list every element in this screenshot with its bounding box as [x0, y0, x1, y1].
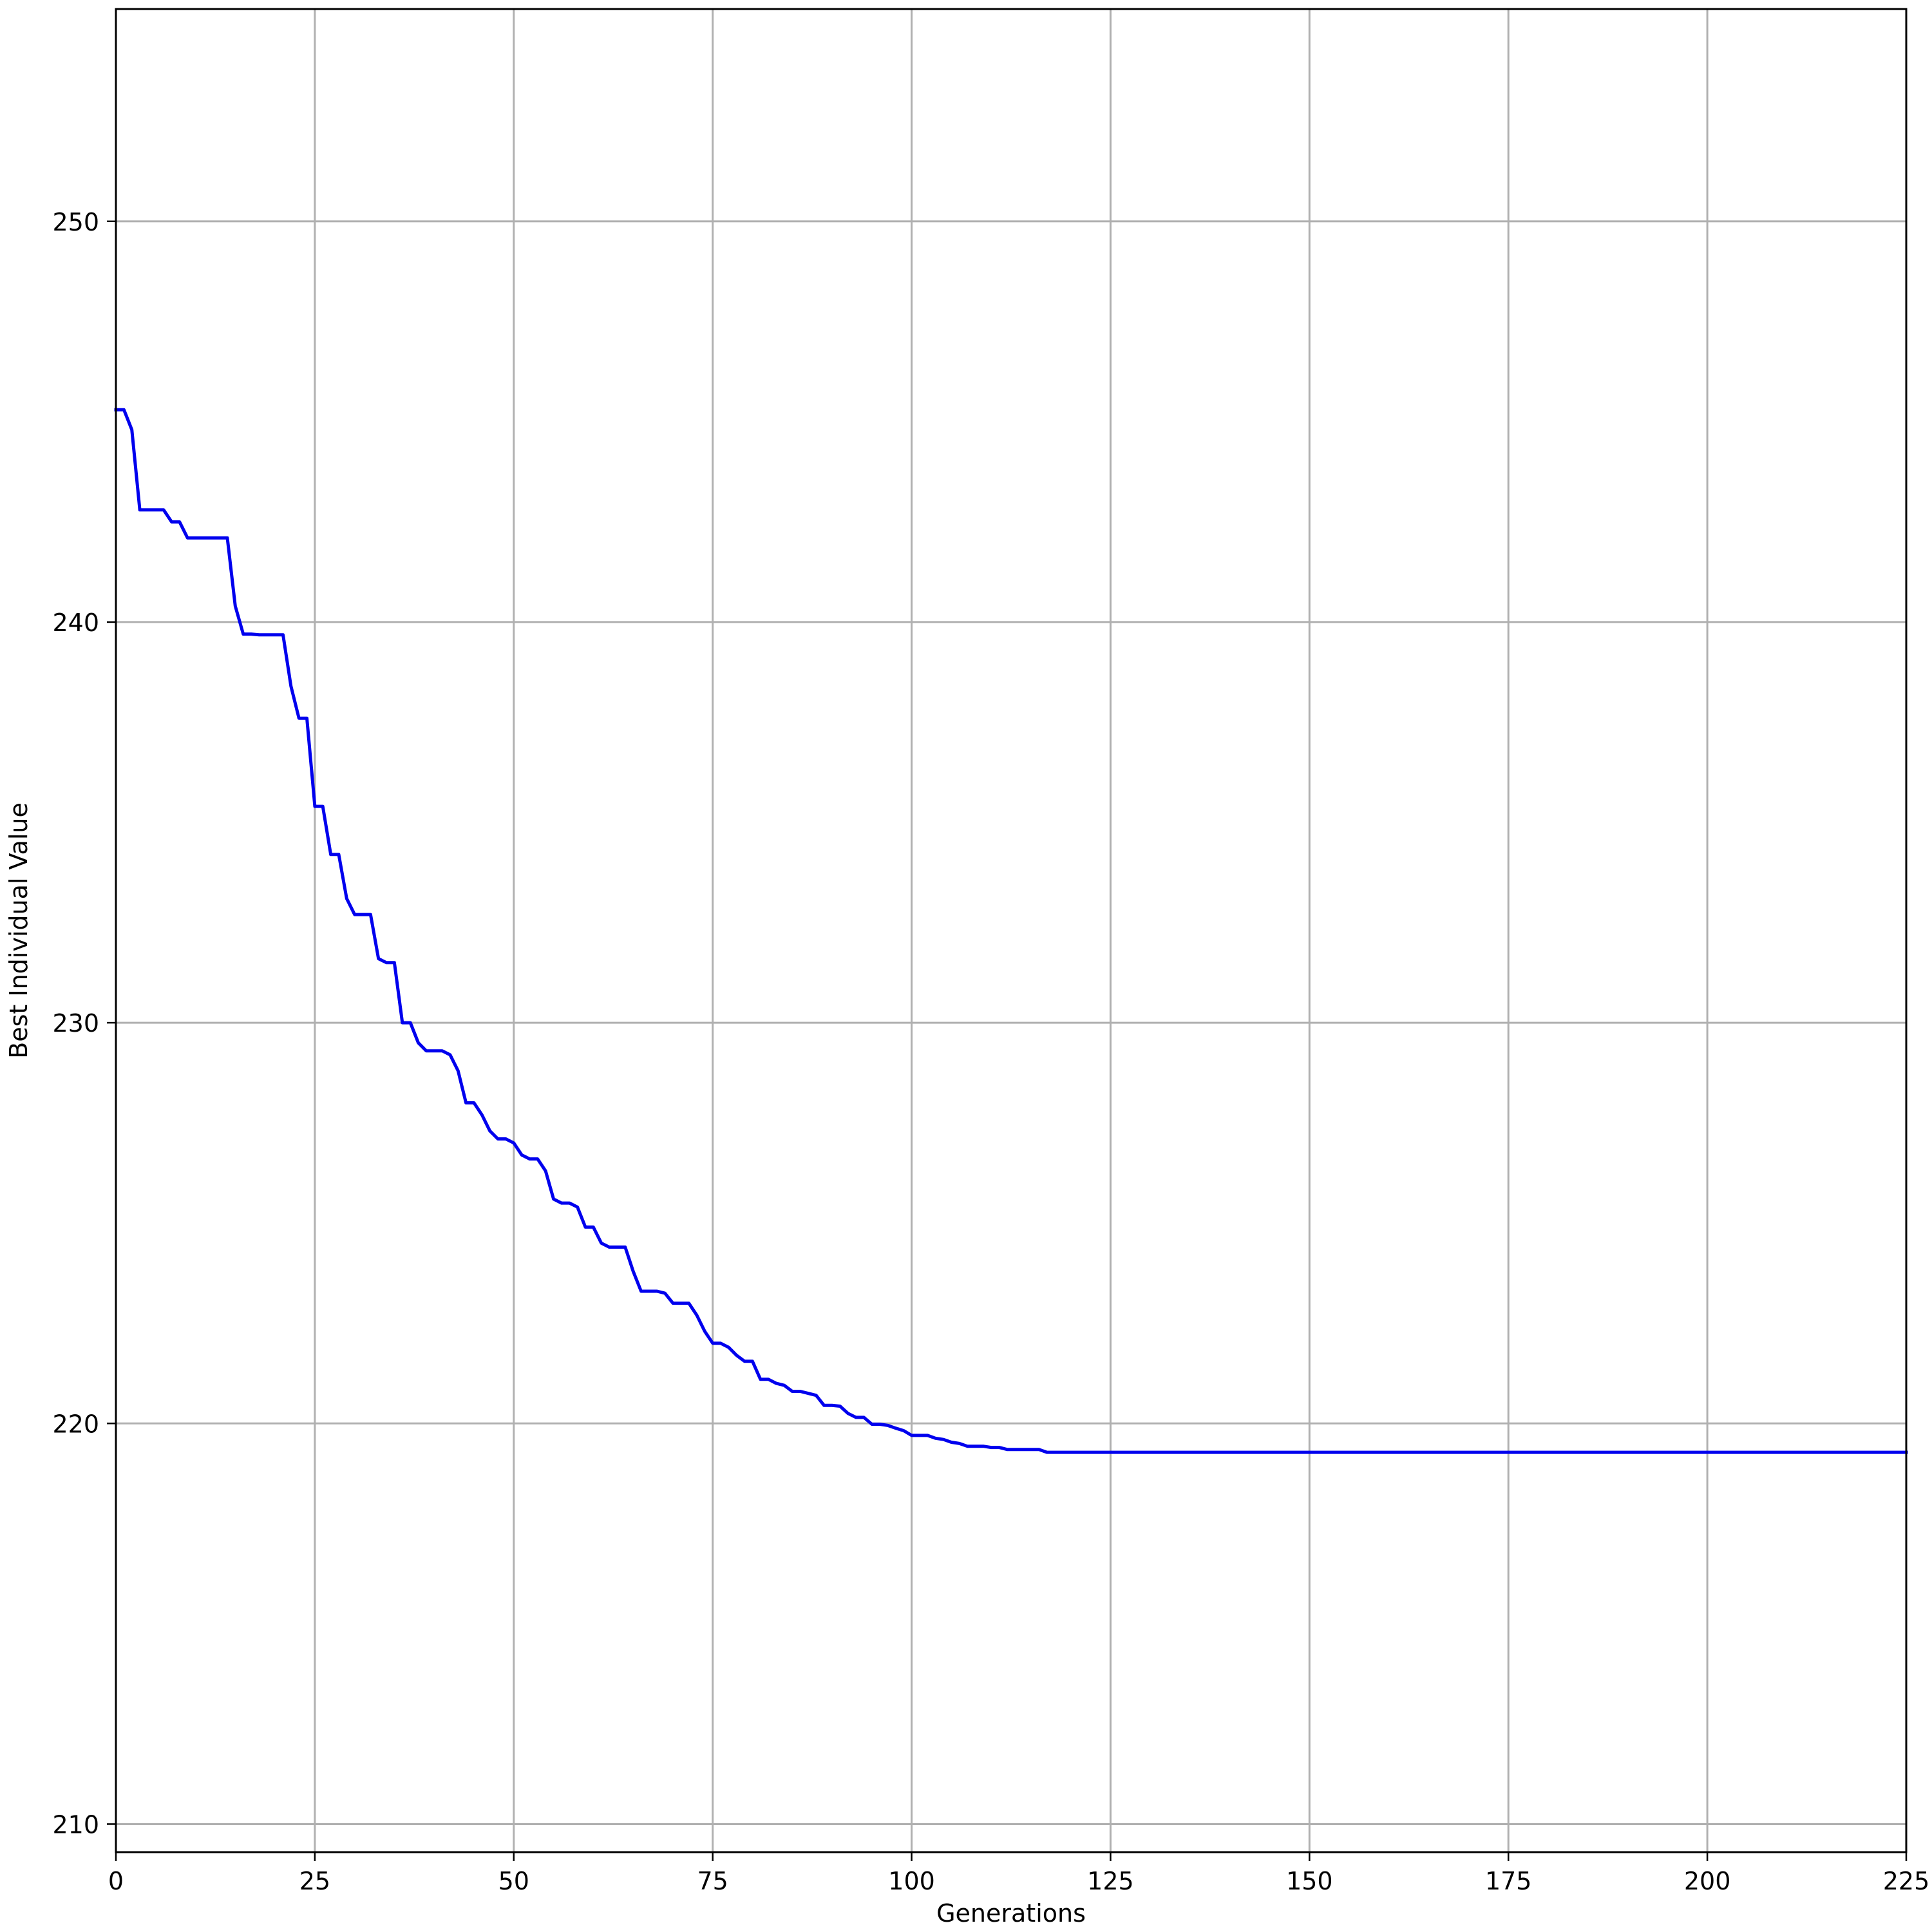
x-axis-label: Generations	[936, 1899, 1086, 1927]
x-tick-label-125: 125	[1087, 1867, 1134, 1895]
y-tick-label-220: 220	[52, 1410, 99, 1438]
y-tick-label-210: 210	[52, 1810, 99, 1839]
x-tick-label-150: 150	[1286, 1867, 1333, 1895]
y-tick-label-230: 230	[52, 1009, 99, 1037]
y-tick-label-240: 240	[52, 609, 99, 637]
x-tick-label-200: 200	[1684, 1867, 1731, 1895]
x-tick-label-50: 50	[498, 1867, 529, 1895]
y-tick-label-250: 250	[52, 208, 99, 236]
x-tick-label-25: 25	[299, 1867, 330, 1895]
plot-frame	[115, 8, 1908, 1853]
series-layer	[114, 408, 1908, 1454]
x-tick-label-0: 0	[108, 1867, 124, 1895]
x-tick-label-225: 225	[1883, 1867, 1930, 1895]
grid-lines	[115, 9, 1908, 1852]
x-tick-label-100: 100	[888, 1867, 935, 1895]
series-line-0	[114, 408, 1908, 1454]
axis-ticks: 0 25 50 75 100 125 150 175 200 225 210 220 230 240 250	[52, 208, 1929, 1895]
x-tick-label-175: 175	[1485, 1867, 1532, 1895]
x-tick-label-75: 75	[697, 1867, 728, 1895]
y-axis-label: Best Individual Value	[5, 802, 33, 1059]
